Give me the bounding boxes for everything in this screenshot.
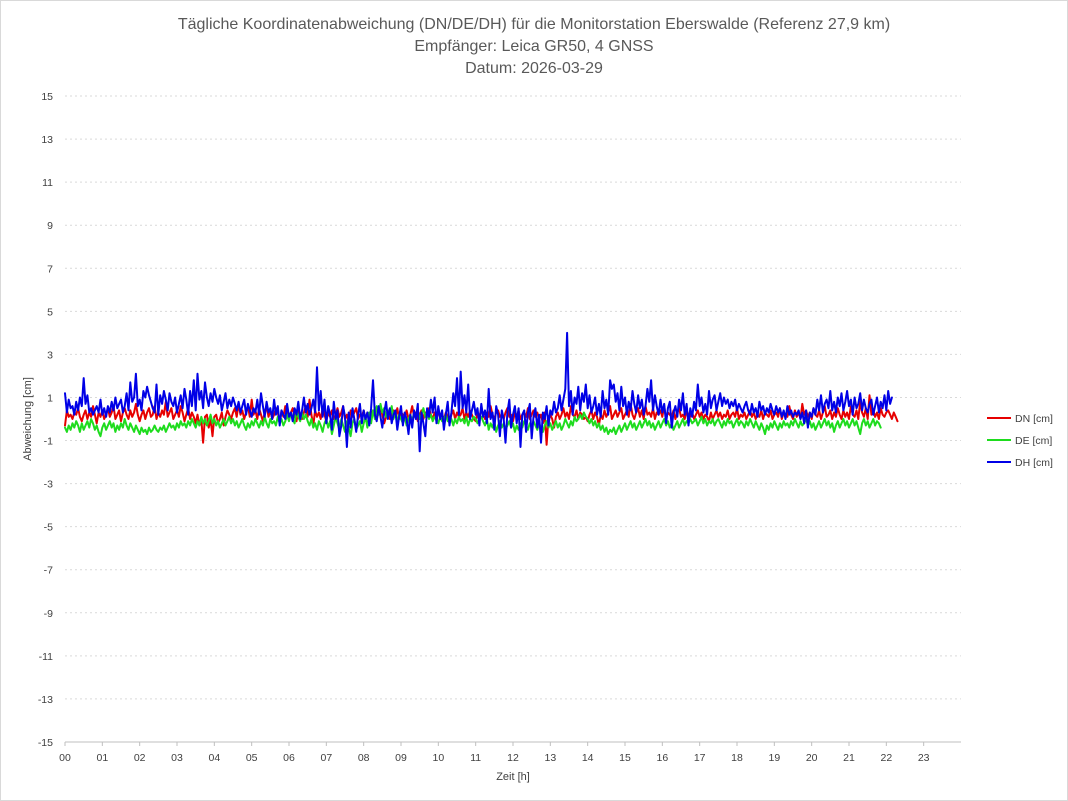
x-tick-label: 18 — [731, 752, 743, 764]
series-lines — [64, 331, 899, 453]
y-tick-label: -9 — [44, 608, 53, 620]
x-tick-label: 15 — [619, 752, 631, 764]
legend-entry: DN [cm] — [1015, 413, 1053, 425]
x-tick-label: 03 — [171, 752, 183, 764]
chart-title: Tägliche Koordinatenabweichung (DN/DE/DH… — [178, 16, 890, 77]
y-tick-label: -3 — [44, 479, 53, 491]
x-tick-label: 09 — [395, 752, 407, 764]
x-tick-label: 01 — [96, 752, 108, 764]
legend-entry: DH [cm] — [1015, 457, 1053, 469]
y-tick-label: 7 — [47, 263, 53, 275]
y-tick-label: 1 — [47, 392, 53, 404]
x-tick-label: 08 — [358, 752, 370, 764]
y-tick-label: -5 — [44, 522, 53, 534]
chart-title-line-1: Tägliche Koordinatenabweichung (DN/DE/DH… — [178, 16, 890, 33]
y-tick-label: 11 — [42, 177, 53, 189]
x-tick-label: 14 — [582, 752, 594, 764]
y-axis-tick-labels: 15 13 11 9 7 5 3 1 -1 -3 -5 -7 -9 -11 -13 -15 — [38, 91, 53, 749]
y-tick-label: -13 — [38, 694, 53, 706]
y-tick-label: -11 — [39, 651, 54, 663]
x-tick-label: 20 — [806, 752, 818, 764]
x-tick-label: 16 — [656, 752, 668, 764]
y-tick-label: 5 — [47, 306, 53, 318]
x-tick-label: 02 — [134, 752, 146, 764]
x-tick-label: 10 — [432, 752, 444, 764]
y-tick-label: 13 — [41, 134, 53, 146]
y-tick-label: 15 — [41, 91, 53, 103]
x-tick-label: 19 — [768, 752, 780, 764]
legend: DN [cm] DE [cm] DH [cm] — [987, 413, 1053, 469]
gridlines — [65, 95, 961, 700]
y-tick-label: -7 — [44, 565, 53, 577]
x-tick-label: 21 — [843, 752, 855, 764]
legend-entry: DE [cm] — [1015, 435, 1052, 447]
y-tick-label: 9 — [47, 220, 53, 232]
x-tick-label: 07 — [320, 752, 332, 764]
y-tick-label: -15 — [38, 737, 53, 749]
x-tick-label: 00 — [59, 752, 71, 764]
series-line-de — [64, 402, 882, 438]
y-axis-title: Abweichung [cm] — [22, 377, 34, 461]
y-tick-label: 3 — [47, 349, 53, 361]
y-tick-label: -1 — [44, 436, 53, 448]
x-tick-label: 17 — [694, 752, 706, 764]
x-tick-label: 23 — [918, 752, 930, 764]
x-tick-label: 06 — [283, 752, 295, 764]
x-tick-label: 13 — [544, 752, 556, 764]
x-axis-tick-labels: 00 01 02 03 04 05 06 07 08 09 10 11 12 13 14 15 16 17 18 19… — [59, 742, 930, 764]
x-tick-label: 12 — [507, 752, 519, 764]
chart-title-line-3: Datum: 2026-03-29 — [465, 60, 603, 77]
chart-title-line-2: Empfänger: Leica GR50, 4 GNSS — [414, 38, 653, 55]
x-tick-label: 05 — [246, 752, 258, 764]
x-axis-title: Zeit [h] — [496, 771, 530, 783]
x-tick-label: 11 — [470, 752, 481, 764]
x-tick-label: 04 — [208, 752, 220, 764]
series-line-dh — [64, 331, 893, 453]
x-tick-label: 22 — [880, 752, 892, 764]
